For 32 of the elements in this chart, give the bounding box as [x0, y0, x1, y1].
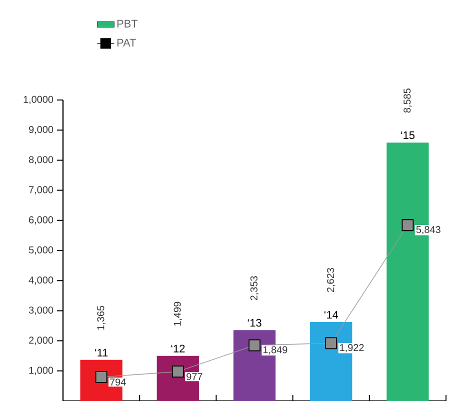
- point: [248, 339, 260, 352]
- data-label: 1,849: [263, 346, 288, 354]
- data-label: 1,499: [174, 302, 182, 326]
- y-tick-label: 9,000: [29, 126, 54, 134]
- y-tick-label: 2,000: [29, 336, 54, 345]
- y-tick-label: 4,000: [28, 276, 54, 285]
- legend-label: PAT: [117, 38, 136, 46]
- point: [172, 366, 184, 378]
- y-tick-label: 7,000: [29, 186, 54, 194]
- point: [402, 219, 414, 232]
- data-label: 1,365: [97, 306, 106, 330]
- data-label: 1,922: [340, 344, 364, 352]
- y-tick-label: 3,000: [28, 306, 54, 315]
- data-label: 2,353: [250, 276, 259, 300]
- point: [95, 371, 108, 384]
- y-tick-label: 1,0000: [24, 96, 54, 104]
- data-label: 8,585: [404, 88, 412, 113]
- data-label: 977: [186, 373, 202, 380]
- x-tick-label: ‘15: [401, 131, 415, 140]
- y-tick-label: 6,000: [29, 216, 54, 225]
- x-tick-label: ‘13: [248, 318, 262, 327]
- data-label: 2,623: [326, 268, 336, 292]
- data-label: 5,843: [416, 226, 440, 234]
- data-label: 794: [110, 378, 126, 386]
- y-tick-label: 1,000: [29, 366, 54, 376]
- y-tick-label: 8,000: [28, 156, 54, 164]
- legend-label: PBT: [117, 20, 138, 28]
- x-tick-label: ‘11: [95, 348, 108, 356]
- y-tick-label: 5,000: [28, 246, 54, 255]
- point: [325, 337, 338, 350]
- x-tick-label: ‘14: [324, 310, 338, 319]
- x-tick-label: ‘12: [171, 344, 185, 352]
